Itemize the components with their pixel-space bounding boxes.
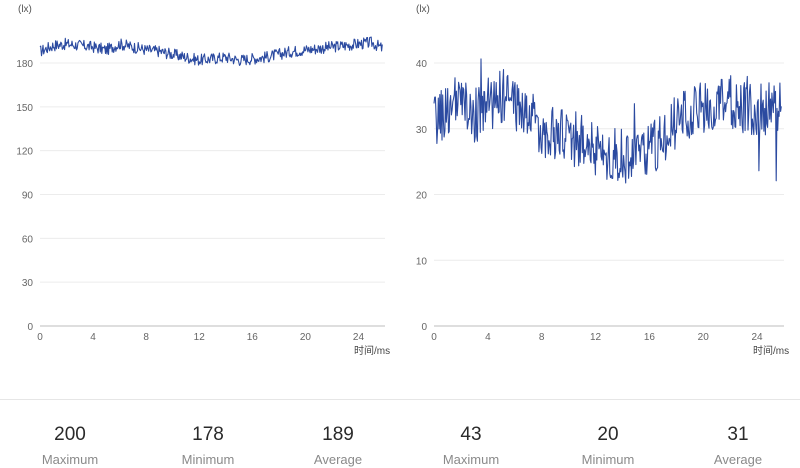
- chart-0-y-tick-label: 0: [27, 322, 33, 333]
- chart-0-x-axis-label: 时间/ms: [354, 344, 390, 357]
- left-maximum-label: Maximum: [41, 452, 99, 467]
- right-maximum-stat: 43 Maximum: [411, 424, 531, 468]
- left-minimum-stat: 178 Minimum: [148, 424, 268, 468]
- chart-0-y-tick-label: 60: [22, 234, 34, 245]
- chart-1-x-tick-label: 24: [752, 332, 764, 343]
- left-average-label: Average: [313, 452, 363, 467]
- right-minimum-stat: 20 Minimum: [548, 424, 668, 468]
- chart-1-y-tick-label: 20: [416, 191, 428, 202]
- right-minimum-value: 20: [597, 424, 619, 445]
- chart-0-y-tick-label: 120: [16, 147, 33, 158]
- chart-0-x-tick-label: 16: [247, 332, 259, 343]
- left-minimum-value: 178: [192, 424, 224, 445]
- right-minimum-label: Minimum: [581, 452, 635, 467]
- chart-1-y-tick-label: 40: [416, 59, 428, 70]
- left-minimum-label: Minimum: [181, 452, 235, 467]
- chart-1-x-tick-label: 0: [431, 332, 437, 343]
- chart-0-y-tick-label: 30: [22, 278, 34, 289]
- right-maximum-label: Maximum: [442, 452, 500, 467]
- chart-0-x-tick-label: 24: [353, 332, 365, 343]
- chart-0-x-tick-label: 12: [194, 332, 206, 343]
- chart-1-x-tick-label: 16: [644, 332, 656, 343]
- chart-0-y-tick-label: 90: [22, 191, 34, 202]
- chart-1-y-tick-label: 30: [416, 125, 428, 136]
- left-average-value: 189: [322, 424, 354, 445]
- right-average-value: 31: [727, 424, 749, 445]
- chart-1-y-tick-label: 10: [416, 256, 428, 267]
- chart-0-series-line: [39, 36, 383, 66]
- right-average-label: Average: [713, 452, 763, 467]
- chart-0-x-tick-label: 20: [300, 332, 312, 343]
- chart-0-x-tick-label: 0: [37, 332, 43, 343]
- chart-1-x-tick-label: 8: [539, 332, 545, 343]
- right-maximum-value: 43: [460, 424, 482, 445]
- chart-0-x-tick-label: 8: [143, 332, 149, 343]
- chart-0-unit-label: (lx): [18, 4, 32, 15]
- left-maximum-value: 200: [54, 424, 86, 445]
- right-average-stat: 31 Average: [678, 424, 798, 468]
- chart-1-x-tick-label: 4: [485, 332, 491, 343]
- chart-1-x-tick-label: 20: [698, 332, 710, 343]
- chart-1-x-axis-label: 时间/ms: [753, 344, 789, 357]
- chart-1-series-line: [433, 58, 782, 184]
- stats-divider: [0, 399, 800, 400]
- chart-1-x-tick-label: 12: [590, 332, 602, 343]
- chart-0-y-tick-label: 180: [16, 59, 33, 70]
- left-average-stat: 189 Average: [278, 424, 398, 468]
- chart-1-y-tick-label: 0: [421, 322, 427, 333]
- chart-0-x-tick-label: 4: [90, 332, 96, 343]
- left-maximum-stat: 200 Maximum: [10, 424, 130, 468]
- chart-1-unit-label: (lx): [416, 4, 430, 15]
- chart-0-y-tick-label: 150: [16, 103, 33, 114]
